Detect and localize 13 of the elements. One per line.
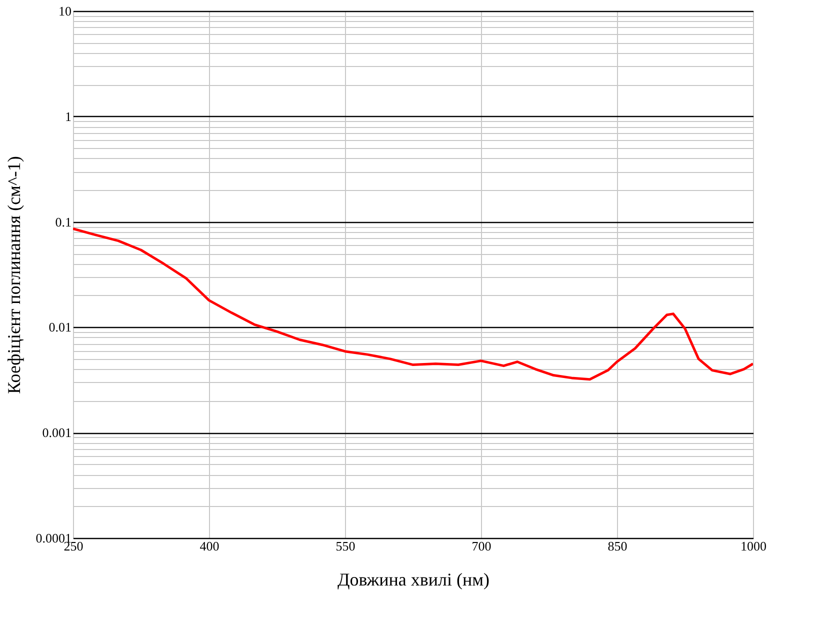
x-tick-label: 400 bbox=[200, 538, 220, 554]
y-tick-label: 1 bbox=[65, 108, 72, 124]
y-tick-label: 0.01 bbox=[48, 320, 72, 335]
line-series bbox=[73, 227, 753, 381]
x-tick-label: 700 bbox=[472, 538, 492, 554]
y-tick-label: 0.001 bbox=[42, 425, 72, 440]
y-tick-label: 10 bbox=[58, 4, 72, 18]
x-tick-label: 850 bbox=[608, 538, 628, 554]
y-axis-title: Коефіцієнт поглинання (см^-1) bbox=[4, 156, 24, 394]
x-axis-title: Довжина хвилі (нм) bbox=[337, 570, 490, 590]
x-tick-label: 1000 bbox=[740, 538, 766, 554]
y-tick-label: 0.1 bbox=[55, 214, 72, 230]
x-tick-label: 550 bbox=[336, 538, 356, 554]
